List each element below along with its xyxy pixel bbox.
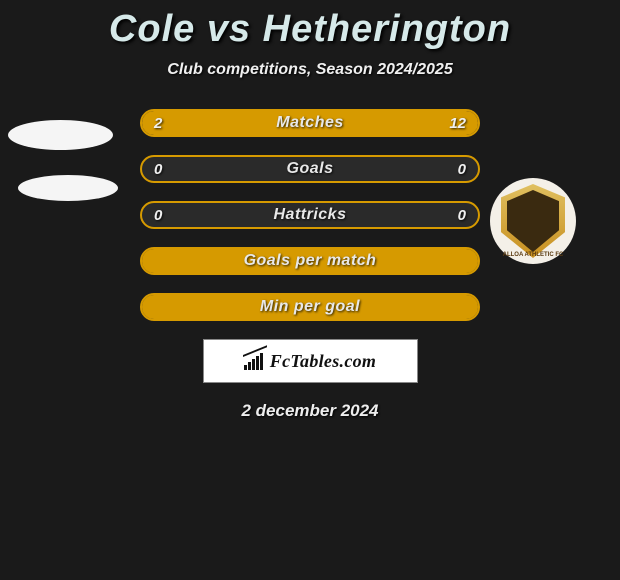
stat-label: Goals xyxy=(142,157,478,181)
stat-label: Goals per match xyxy=(142,249,478,273)
stat-label: Min per goal xyxy=(142,295,478,319)
comparison-card: Cole vs Hetherington Club competitions, … xyxy=(0,0,620,580)
stat-row-min-per-goal: Min per goal xyxy=(140,293,480,321)
stat-label: Matches xyxy=(142,111,478,135)
page-title: Cole vs Hetherington xyxy=(0,0,620,51)
stat-row-goals-per-match: Goals per match xyxy=(140,247,480,275)
stat-row-hattricks: 0 Hattricks 0 xyxy=(140,201,480,229)
club-crest-right: ALLOA ATHLETIC FC xyxy=(490,178,576,264)
player-photo-left-2 xyxy=(18,175,118,201)
stat-row-matches: 2 Matches 12 xyxy=(140,109,480,137)
subtitle: Club competitions, Season 2024/2025 xyxy=(0,61,620,79)
brand-badge[interactable]: FcTables.com xyxy=(203,339,418,383)
stat-right-value: 0 xyxy=(446,203,478,227)
player-photo-left-1 xyxy=(8,120,113,150)
crest-ribbon-text: ALLOA ATHLETIC FC xyxy=(490,252,576,258)
bar-chart-icon xyxy=(244,352,266,370)
stat-row-goals: 0 Goals 0 xyxy=(140,155,480,183)
stat-label: Hattricks xyxy=(142,203,478,227)
brand-text: FcTables.com xyxy=(270,351,376,372)
shield-icon xyxy=(501,184,565,258)
date-label: 2 december 2024 xyxy=(0,401,620,421)
stat-right-value: 0 xyxy=(446,157,478,181)
stat-right-value: 12 xyxy=(437,111,478,135)
